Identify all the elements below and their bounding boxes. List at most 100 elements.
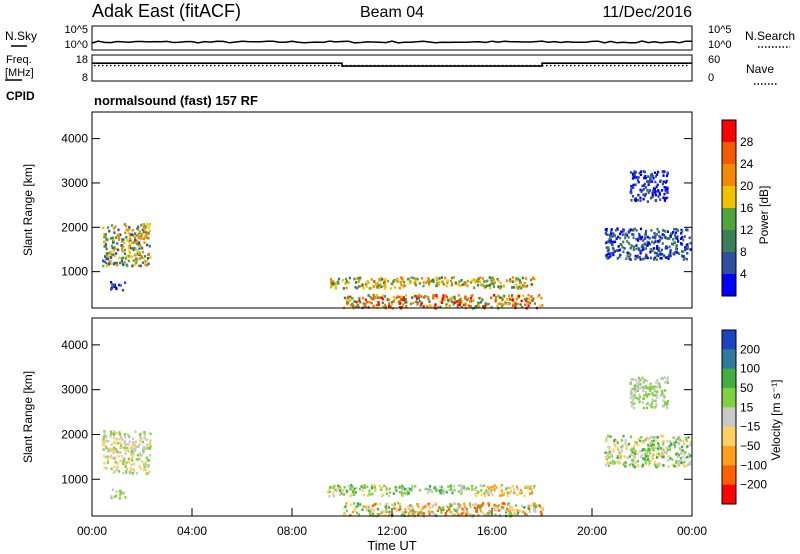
range-gate-cell [667,253,671,257]
range-gate-cell [142,226,146,229]
range-gate-cell [355,277,358,281]
range-gate-cell [675,438,678,441]
range-gate-cell [420,508,423,512]
range-gate-cell [635,229,638,232]
colorbar-swatch [722,465,736,486]
range-gate-cell [490,486,493,489]
range-gate-cell [340,490,343,493]
range-gate-cell [612,251,615,255]
range-gate-cell [337,282,340,285]
range-gate-cell [524,277,528,280]
range-gate-cell [655,251,658,255]
range-gate-cell [639,237,642,240]
range-gate-cell [138,241,141,244]
range-gate-cell [132,452,135,456]
range-gate-cell [680,243,683,246]
range-gate-cell [130,463,133,466]
colorbar-swatch [722,120,736,143]
range-gate-cell [426,280,429,283]
range-gate-cell [381,277,384,281]
colorbar-swatch [722,368,736,389]
range-gate-cell [664,189,667,192]
range-gate-cell [125,224,128,228]
range-gate-cell [687,436,690,439]
range-gate-cell [645,459,648,462]
range-gate-cell [524,303,527,307]
range-gate-cell [624,442,627,445]
range-gate-cell [409,504,413,507]
range-gate-cell [474,487,477,490]
range-gate-cell [634,389,637,393]
range-gate-cell [644,175,647,178]
range-gate-cell [478,490,481,494]
range-gate-cell [498,296,501,299]
range-gate-cell [376,281,379,285]
velocity-ylabel: Slant Range [km] [21,371,35,463]
range-gate-cell [103,433,106,436]
range-gate-cell [382,305,385,309]
range-gate-cell [119,451,122,454]
freq-left-tick-bottom: 8 [82,72,88,84]
range-gate-cell [411,512,414,516]
range-gate-cell [679,458,683,462]
range-gate-cell [497,294,500,298]
range-gate-cell [523,510,526,514]
range-gate-cell [647,386,650,390]
range-gate-cell [665,186,668,190]
range-gate-cell [522,285,525,288]
range-gate-cell [520,491,523,495]
range-gate-cell [421,506,425,509]
range-gate-cell [520,504,524,508]
range-gate-cell [143,432,146,436]
range-gate-cell [404,293,407,297]
range-gate-cell [396,295,399,298]
range-gate-cell [610,228,613,231]
range-gate-cell [523,281,526,285]
range-gate-cell [681,455,684,459]
range-gate-cell [104,233,107,236]
range-gate-cell [144,461,147,465]
range-gate-cell [660,257,663,260]
range-gate-cell [102,259,105,263]
range-gate-cell [124,436,127,439]
range-gate-cell [386,298,389,301]
range-gate-cell [401,489,404,492]
range-gate-cell [360,485,363,488]
range-gate-cell [656,183,659,187]
range-gate-cell [655,381,658,384]
range-gate-cell [453,297,456,301]
range-gate-cell [606,434,610,438]
range-gate-cell [460,489,463,493]
range-gate-cell [666,379,669,382]
range-gate-cell [681,255,684,258]
power-panel-frame [91,111,693,309]
range-gate-cell [135,239,138,243]
range-gate-cell [629,253,632,256]
range-gate-cell [400,283,403,287]
range-gate-cell [354,285,357,289]
range-gate-cell [142,230,145,234]
range-gate-cell [110,449,113,452]
range-gate-cell [658,191,661,194]
range-gate-cell [632,459,635,463]
range-gate-cell [665,451,668,455]
range-gate-cell [494,509,497,512]
range-gate-cell [662,452,665,455]
range-gate-cell [428,300,431,303]
range-gate-cell [649,385,652,389]
range-gate-cell [105,247,108,251]
range-gate-cell [399,276,403,279]
range-gate-cell [420,302,423,306]
range-gate-cell [350,493,353,496]
range-gate-cell [349,303,353,307]
range-gate-cell [339,487,342,491]
range-gate-cell [379,283,382,286]
range-gate-cell [428,283,431,286]
range-gate-cell [345,509,348,513]
range-gate-cell [387,279,390,283]
range-gate-cell [642,380,645,383]
range-gate-cell [659,462,662,466]
range-gate-cell [139,467,142,470]
range-gate-cell [677,252,681,255]
range-gate-cell [425,487,429,491]
